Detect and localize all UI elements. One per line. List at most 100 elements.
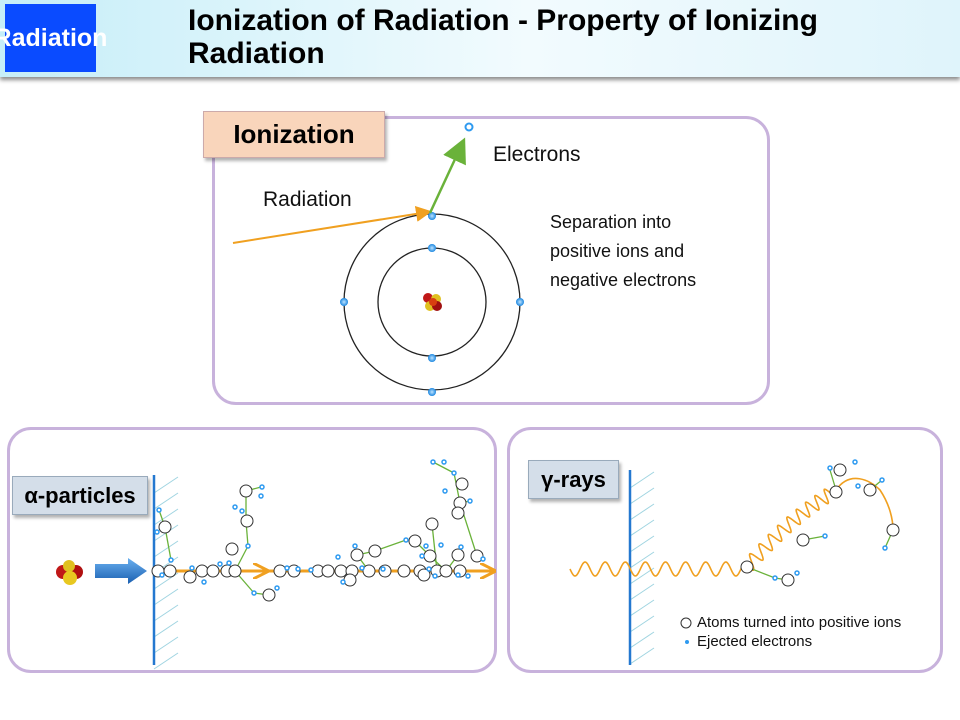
electron [259,484,265,490]
electron [308,567,314,573]
electron [403,537,409,543]
description-line: positive ions and [550,241,685,261]
legend-electron-icon [685,640,689,644]
electron [359,565,365,571]
electron [232,504,238,510]
electron [442,488,448,494]
ion-atom [451,548,465,562]
electron [154,529,160,535]
description-line: negative electrons [550,270,697,290]
radiation-arrow [232,205,432,244]
electron [852,459,858,465]
header-bar: Radiation Ionization of Radiation - Prop… [0,0,960,77]
electron [855,483,861,489]
electron [352,543,358,549]
ion-atom [740,560,754,574]
electron [295,566,301,572]
ion-atom [334,564,348,578]
ion-atom [397,564,411,578]
ion-atom [863,483,877,497]
electron [438,542,444,548]
electron [772,575,778,581]
electron [159,572,165,578]
electron-track [432,461,455,474]
electron [423,543,429,549]
electron [168,557,174,563]
ion-atom [886,523,900,537]
electron [441,459,447,465]
electron [879,477,885,483]
electron [217,561,223,567]
electron [455,572,461,578]
electron [340,579,346,585]
electron [467,498,473,504]
ion-atom [321,564,335,578]
ion-atom [228,564,242,578]
electron [480,556,486,562]
electron [274,585,280,591]
electron [335,554,341,560]
ion-atom [163,564,177,578]
electron [251,590,257,596]
ion-atom [470,549,484,563]
ionization-panel [212,116,770,405]
electron [258,493,264,499]
ionization-description: Separation into positive ions and negati… [550,208,696,295]
radiation-label: Radiation [263,188,352,211]
ion-atom [225,542,239,556]
ion-atom [425,517,439,531]
gamma-wave [569,488,839,577]
gamma-scattered-path [835,477,894,531]
electron [882,545,888,551]
electron [451,470,457,476]
electron [465,573,471,579]
electron [426,566,432,572]
electron [794,570,800,576]
electron [822,533,828,539]
ion-atom [240,514,254,528]
ion-atom [273,564,287,578]
description-line: Separation into [550,212,672,232]
ion-atom [833,463,847,477]
electron [284,565,290,571]
electron [156,507,162,513]
electron [419,553,425,559]
electron [189,565,195,571]
orbit-electrons [340,212,524,396]
incoming-arrow [95,558,147,584]
alpha-particle-icon [56,560,83,585]
gamma-label: γ-rays [528,460,619,499]
electron [430,459,436,465]
legend-ions-label: Atoms turned into positive ions [697,614,902,631]
electrons-label: Electrons [493,143,581,166]
ion-atom [343,573,357,587]
ion-atom [206,564,220,578]
electron [380,566,386,572]
electron [226,560,232,566]
page-title: Ionization of Radiation - Property of Io… [188,4,818,70]
ion-atom [423,549,437,563]
electron [239,508,245,514]
ion-atom [417,568,431,582]
ion-atom [195,564,209,578]
ion-atom [183,570,197,584]
ion-atom [796,533,810,547]
ion-atom [362,564,376,578]
electron [201,579,207,585]
electron [827,465,833,471]
alpha-label: α-particles [12,476,148,515]
ion-atom [829,485,843,499]
ion-atom [262,588,276,602]
ion-atom [455,477,469,491]
electron [432,573,438,579]
ion-atom [451,506,465,520]
electron [245,543,251,549]
ion-atom [408,534,422,548]
ion-atom [239,484,253,498]
legend-ion-icon [680,617,692,629]
ion-atom [439,564,453,578]
ion-atom [158,520,172,534]
alpha-panel [7,427,497,673]
